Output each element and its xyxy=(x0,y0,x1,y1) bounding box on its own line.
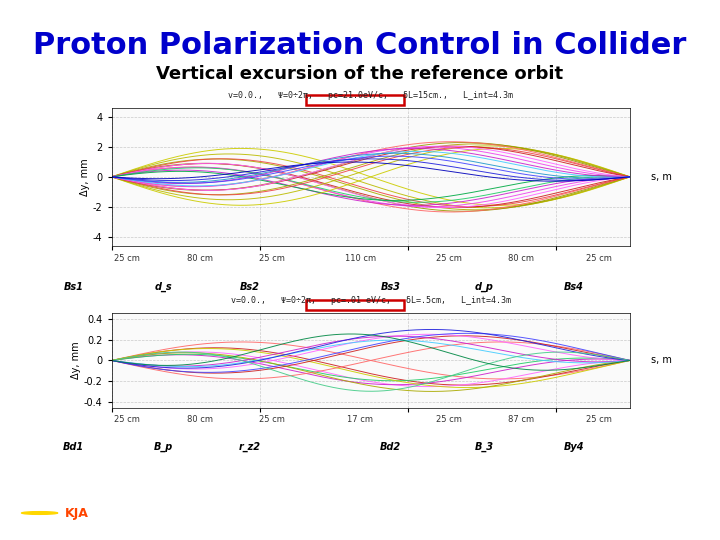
Text: 25 cm: 25 cm xyxy=(436,415,462,423)
Text: 25 cm: 25 cm xyxy=(259,415,285,423)
Text: 25 cm: 25 cm xyxy=(586,254,612,262)
Text: 80 cm: 80 cm xyxy=(508,254,534,262)
Text: Bs2: Bs2 xyxy=(240,282,260,292)
Text: Bs4: Bs4 xyxy=(564,282,584,292)
Text: 110 cm: 110 cm xyxy=(345,254,376,262)
Text: Bs3: Bs3 xyxy=(381,282,400,292)
Text: s, m: s, m xyxy=(651,172,672,182)
Text: 17 cm: 17 cm xyxy=(348,415,374,423)
Text: 87 cm: 87 cm xyxy=(508,415,534,423)
Text: Bd2: Bd2 xyxy=(380,442,401,452)
Text: Bs1: Bs1 xyxy=(64,282,84,292)
Text: 25 cm: 25 cm xyxy=(114,415,140,423)
Text: d_p: d_p xyxy=(474,281,494,292)
Circle shape xyxy=(22,512,58,514)
Text: d_s: d_s xyxy=(155,281,173,292)
Text: 25 cm: 25 cm xyxy=(436,254,462,262)
Text: 80 cm: 80 cm xyxy=(186,254,212,262)
Y-axis label: Δy, mm: Δy, mm xyxy=(80,158,90,195)
Text: s, m: s, m xyxy=(651,355,672,366)
Text: ΚJA: ΚJA xyxy=(65,507,89,519)
Text: v=0.0.,   Ψ=0÷2π,   pc=21.0eV/c,   δL=15cm.,   L_int=4.3m: v=0.0., Ψ=0÷2π, pc=21.0eV/c, δL=15cm., L… xyxy=(228,91,513,100)
Text: r_z2: r_z2 xyxy=(239,442,261,453)
Text: 25 cm: 25 cm xyxy=(114,254,140,262)
Text: 80 cm: 80 cm xyxy=(186,415,212,423)
Text: B_3: B_3 xyxy=(474,442,494,453)
Text: V.S. Morozov    January 15, 2014      -- 12 --: V.S. Morozov January 15, 2014 -- 12 -- xyxy=(226,505,494,518)
Text: Proton Polarization Control in Collider: Proton Polarization Control in Collider xyxy=(33,31,687,60)
Text: 25 cm: 25 cm xyxy=(586,415,612,423)
Y-axis label: Δy, mm: Δy, mm xyxy=(71,342,81,379)
Text: v=0.0.,   Ψ=0÷2π,   pc=.01 eV/c,   δL=.5cm,   L_int=4.3m: v=0.0., Ψ=0÷2π, pc=.01 eV/c, δL=.5cm, L_… xyxy=(231,296,510,305)
Text: B_p: B_p xyxy=(154,442,174,453)
Text: Jefferson Lab: Jefferson Lab xyxy=(587,507,680,519)
Text: 25 cm: 25 cm xyxy=(259,254,285,262)
Text: Bd1: Bd1 xyxy=(63,442,84,452)
Text: Vertical excursion of the reference orbit: Vertical excursion of the reference orbi… xyxy=(156,65,564,83)
Text: By4: By4 xyxy=(564,442,585,452)
